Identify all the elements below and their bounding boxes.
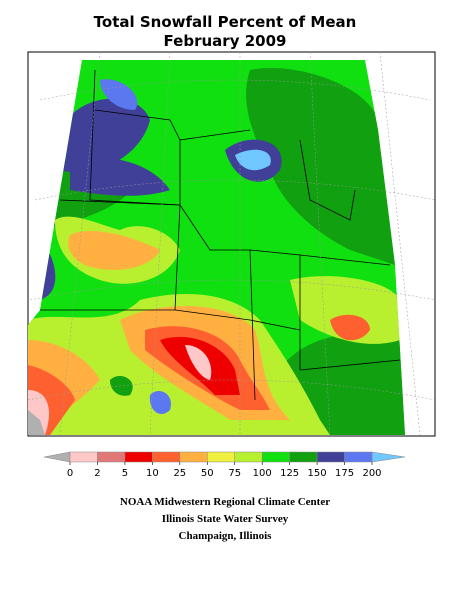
title: Total Snowfall Percent of Mean xyxy=(94,13,357,31)
legend-tick-label: 0 xyxy=(67,468,73,479)
legend-tick-label: 100 xyxy=(253,468,272,479)
legend-tick-label: 10 xyxy=(146,468,159,479)
legend-bin xyxy=(124,451,153,463)
legend-tick-label: 25 xyxy=(173,468,186,479)
subtitle: February 2009 xyxy=(164,32,287,50)
snowfall-field xyxy=(28,60,405,435)
legend-tick-label: 75 xyxy=(228,468,241,479)
credit-line: Champaign, Illinois xyxy=(179,530,273,542)
legend-tick-label: 125 xyxy=(280,468,299,479)
legend-tick-label: 5 xyxy=(122,468,128,479)
legend-bin xyxy=(344,451,373,463)
legend-bin xyxy=(234,451,263,463)
credit-line: Illinois State Water Survey xyxy=(162,513,289,525)
legend-tick-label: 150 xyxy=(308,468,327,479)
credit-line: NOAA Midwestern Regional Climate Center xyxy=(120,496,330,508)
legend-bin xyxy=(69,451,98,463)
legend-bin xyxy=(152,451,181,463)
legend-tick-label: 200 xyxy=(362,468,381,479)
legend-bin xyxy=(289,451,318,463)
legend-bin xyxy=(179,451,208,463)
under-arrow xyxy=(43,451,71,463)
boundaries xyxy=(40,69,401,401)
legend-bin xyxy=(97,451,126,463)
graticule xyxy=(27,51,436,436)
legend-bin xyxy=(316,451,345,463)
legend-bin xyxy=(261,451,290,463)
legend-tick-label: 50 xyxy=(201,468,214,479)
legend-tick-label: 2 xyxy=(94,468,100,479)
over-arrow xyxy=(371,451,406,463)
legend-tick-label: 175 xyxy=(335,468,354,479)
color-legend: 0 2 5 10 25 50 75 100 125 150 175 200 xyxy=(43,451,406,479)
legend-bin xyxy=(207,451,235,463)
